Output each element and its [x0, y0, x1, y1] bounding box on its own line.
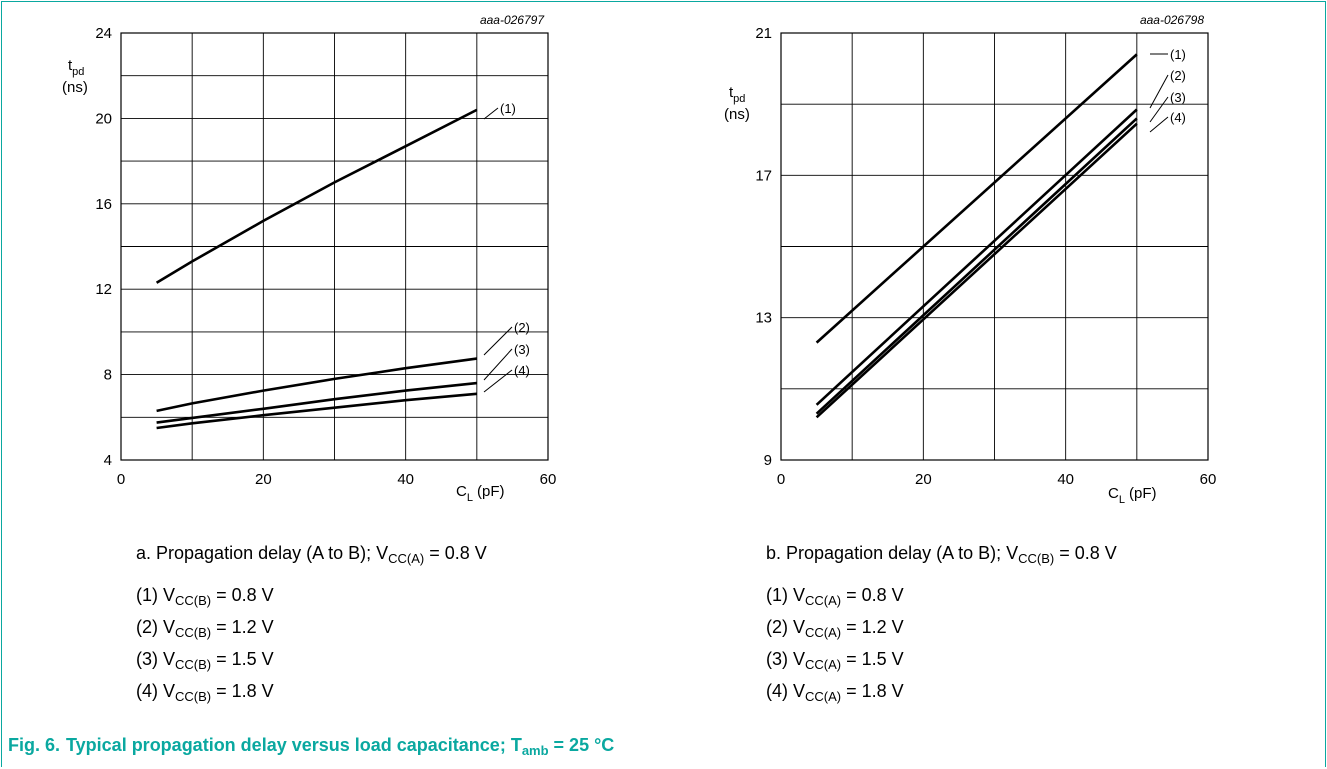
x-tick-label: 0	[777, 471, 785, 488]
figure-number: Fig. 6.	[8, 735, 61, 755]
series-label-4: (4)	[1170, 110, 1186, 125]
series-label-2: (2)	[514, 320, 530, 335]
x-axis-label: CL	[456, 483, 473, 504]
callout-leader-2	[483, 326, 513, 356]
plot-frame	[120, 32, 549, 461]
y-tick-label: 13	[755, 310, 772, 327]
caption-a-item-4: (4) VCC(B) = 1.8 V	[136, 681, 274, 704]
y-tick-label: 17	[755, 167, 772, 184]
series-label-4: (4)	[514, 363, 530, 378]
series-label-2: (2)	[1170, 68, 1186, 83]
x-axis-unit: (pF)	[477, 483, 505, 500]
callout-leader-2	[1149, 74, 1169, 109]
y-axis-label: tpd	[68, 57, 84, 78]
y-tick-label: 12	[95, 281, 112, 298]
caption-b-item-3: (3) VCC(A) = 1.5 V	[766, 649, 904, 672]
x-tick-label: 40	[397, 471, 414, 488]
y-axis-unit: (ns)	[724, 106, 750, 123]
caption-a: a. Propagation delay (A to B); VCC(A) = …	[136, 537, 487, 707]
y-axis-unit: (ns)	[62, 79, 88, 96]
x-tick-label: 0	[117, 471, 125, 488]
y-axis-label: tpd	[729, 84, 745, 105]
series-label-1: (1)	[1170, 47, 1186, 62]
callout-leader-3	[483, 348, 513, 381]
callout-leader-3	[1149, 96, 1169, 123]
caption-a-item-2: (2) VCC(B) = 1.2 V	[136, 617, 274, 640]
figure-title: Typical propagation delay versus load ca…	[66, 735, 615, 758]
series-label-1: (1)	[500, 101, 516, 116]
y-tick-label: 9	[764, 452, 772, 469]
chart-code: aaa-026797	[480, 13, 545, 27]
y-tick-label: 20	[95, 110, 112, 127]
series-line-4	[156, 392, 477, 430]
caption-b-item-2: (2) VCC(A) = 1.2 V	[766, 617, 904, 640]
x-axis-label: CL	[1108, 485, 1125, 506]
caption-a-item-3: (3) VCC(B) = 1.5 V	[136, 649, 274, 672]
caption-b: b. Propagation delay (A to B); VCC(B) = …	[766, 537, 1117, 707]
series-line-1	[155, 108, 478, 284]
y-tick-label: 16	[95, 196, 112, 213]
y-tick-label: 4	[104, 452, 112, 469]
chart-code: aaa-026798	[1140, 13, 1204, 27]
series-line-3	[815, 117, 1138, 415]
callout-leader-4	[483, 369, 513, 393]
x-tick-label: 40	[1057, 471, 1074, 488]
series-label-3: (3)	[1170, 90, 1186, 105]
caption-b-item-4: (4) VCC(A) = 1.8 V	[766, 681, 904, 704]
caption-b-heading: b. Propagation delay (A to B); VCC(B) = …	[766, 543, 1117, 566]
series-line-4	[815, 122, 1138, 419]
caption-a-heading: a. Propagation delay (A to B); VCC(A) = …	[136, 543, 487, 566]
y-tick-label: 24	[95, 25, 112, 42]
chart-b: (1) (2) (3) (4) 9 13 17 21 0 20 40 60 tpd(ns) CL (pF) a…	[724, 13, 1217, 506]
x-tick-label: 60	[1200, 471, 1217, 488]
x-tick-label: 60	[540, 471, 557, 488]
caption-a-item-1: (1) VCC(B) = 0.8 V	[136, 585, 274, 608]
callout-leader-4	[1149, 116, 1169, 133]
x-tick-label: 20	[255, 471, 272, 488]
series-line-3	[156, 381, 477, 424]
series-line-2	[815, 108, 1138, 406]
series-line-1	[815, 53, 1138, 344]
plot-frame	[780, 32, 1209, 461]
x-axis-unit: (pF)	[1129, 485, 1157, 502]
caption-b-item-1: (1) VCC(A) = 0.8 V	[766, 585, 904, 608]
figure-caption: Fig. 6. Typical propagation delay versus …	[8, 735, 615, 758]
x-tick-label: 20	[915, 471, 932, 488]
y-tick-label: 21	[755, 25, 772, 42]
y-tick-label: 8	[104, 367, 112, 384]
callout-leader-1	[483, 107, 499, 120]
series-label-3: (3)	[514, 342, 530, 357]
series-line-2	[156, 357, 477, 413]
chart-a: (1) (2) (3) (4) 4 8 12 16 20 24 0 20 40 60 tpd(ns) CL (p…	[62, 13, 557, 504]
